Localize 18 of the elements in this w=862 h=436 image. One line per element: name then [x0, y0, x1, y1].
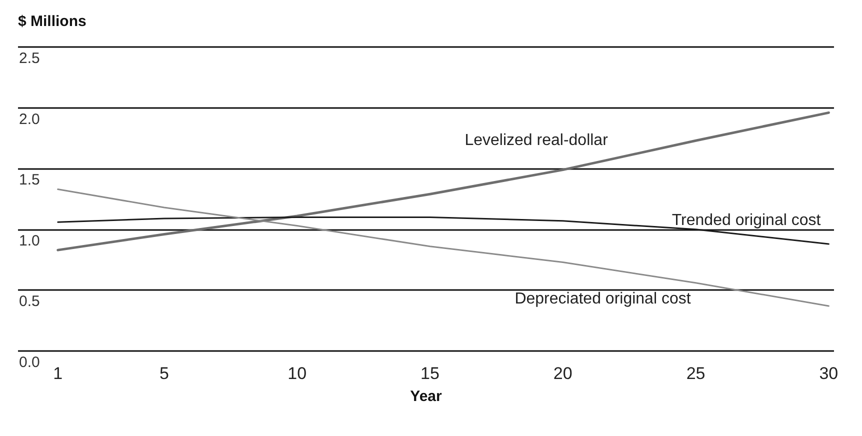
x-axis-title: Year: [410, 388, 442, 405]
series-label: Depreciated original cost: [514, 290, 692, 308]
series-label: Levelized real-dollar: [464, 132, 609, 150]
y-tick-label: 1.0: [19, 232, 40, 250]
x-tick-label: 25: [686, 364, 706, 383]
x-tick-label: 15: [420, 364, 440, 383]
x-tick-label: 5: [159, 364, 169, 383]
y-tick-label: 2.0: [19, 110, 40, 128]
y-tick-label: 0.5: [19, 293, 40, 310]
x-tick-label: 1: [53, 364, 63, 383]
x-tick-label: 10: [288, 364, 307, 383]
series-label: Trended original cost: [672, 212, 822, 229]
y-tick-label: 0.0: [19, 354, 40, 371]
y-tick-label: 1.5: [19, 172, 40, 189]
x-tick-label: 20: [553, 364, 572, 383]
y-axis-title: $ Millions: [18, 13, 86, 30]
y-tick-label: 2.5: [19, 50, 40, 67]
x-tick-label: 30: [819, 364, 838, 383]
